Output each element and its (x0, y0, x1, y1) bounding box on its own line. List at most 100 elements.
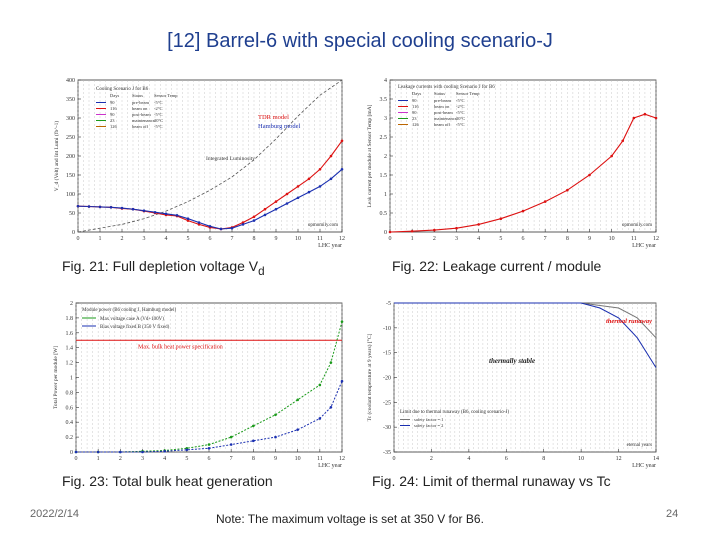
x-tick-label: 2 (433, 236, 436, 242)
point-hamburg (164, 212, 168, 216)
y-tick-label: 3 (384, 116, 387, 122)
point-hamburg (219, 227, 223, 231)
point-case-b (340, 379, 344, 383)
legend-cell: safety factor = 2 (414, 423, 443, 428)
x-axis-label: LHC year (318, 243, 342, 249)
point-hamburg (241, 223, 245, 226)
point-leakage (499, 217, 503, 220)
x-tick-label: 12 (653, 236, 659, 242)
x-tick-label: 6 (505, 456, 508, 462)
x-tick-label: 11 (317, 456, 323, 462)
y-tick-label: 2.5 (380, 135, 388, 141)
x-tick-label: 9 (588, 236, 591, 242)
legend-chart3: Limit due to thermal runaway (B6, coolin… (400, 410, 509, 428)
chart-full-depletion-voltage: 0 1 2 3 4 5 6 7 8 9 10 11 12050100150200250300350400… (53, 78, 345, 249)
point-hamburg (340, 168, 344, 171)
point-hamburg (296, 196, 300, 200)
y-tick-label: -20 (383, 376, 391, 382)
x-tick-label: 11 (317, 236, 323, 242)
legend-cell: -5°C (456, 98, 465, 103)
point-case-b (163, 449, 166, 453)
point-hamburg (252, 219, 256, 222)
point-leakage (543, 200, 547, 203)
x-tick-label: 8 (542, 456, 545, 462)
y-tick-label: -5 (386, 301, 391, 307)
legend-cell: pre-beam (434, 98, 451, 103)
legend-cell: post-beam (132, 112, 151, 117)
y-tick-label: 0 (384, 230, 387, 236)
y-tick-label: 50 (69, 211, 75, 217)
label-eternal-years: eternal years (627, 443, 652, 448)
legend-title: Cooling Scenario J for B6 (96, 87, 149, 92)
x-tick-label: 0 (393, 456, 396, 462)
point-case-a (318, 383, 322, 387)
x-tick-label: 2 (430, 456, 433, 462)
legend-cell: -5°C (154, 112, 163, 117)
point-leakage (521, 209, 525, 213)
x-tick-label: 0 (77, 236, 80, 242)
x-tick-label: 0 (75, 456, 78, 462)
legend-cell: 126 (110, 124, 118, 129)
legend-cell: safety factor = 1 (414, 417, 443, 422)
point-hamburg (153, 210, 157, 214)
legend-cell: 20°C (154, 118, 163, 123)
y-tick-label: 2 (70, 301, 73, 307)
legend-cell: beam on (434, 104, 450, 109)
x-tick-label: 10 (609, 236, 615, 242)
legend-cell: beam on (132, 106, 148, 111)
point-hamburg (98, 205, 102, 209)
legend-cell: pre-beam (132, 100, 149, 105)
series-case-b (76, 381, 343, 453)
x-tick-label: 5 (185, 456, 188, 462)
point-case-b (119, 450, 122, 454)
caption-fig21-sub: d (258, 264, 265, 278)
legend-cell: 90 (412, 98, 417, 103)
x-tick-label: 9 (274, 456, 277, 462)
legend-cell: -5°C (154, 100, 163, 105)
page-number: 24 (666, 508, 679, 520)
x-tick-label: 10 (578, 456, 584, 462)
point-hamburg (76, 204, 80, 208)
legend-cell: 90 (110, 100, 115, 105)
watermark: opmomily.com (308, 223, 338, 228)
legend-head: Days (110, 93, 119, 98)
x-tick-label: 7 (231, 236, 234, 242)
legend-head: Status (132, 93, 143, 98)
x-tick-label: 14 (653, 456, 659, 462)
caption-fig21: Fig. 21: Full depletion voltage Vd (62, 258, 265, 278)
x-tick-label: 2 (121, 236, 124, 242)
legend-cell: maintenance (434, 116, 457, 121)
caption-fig21-text: Fig. 21: Full depletion voltage V (62, 258, 259, 274)
x-axis-label: LHC year (318, 463, 342, 469)
x-tick-label: 1 (99, 236, 102, 242)
point-hamburg (263, 213, 267, 217)
x-axis-label: LHC year (632, 243, 656, 249)
plot-frame (393, 302, 657, 453)
y-tick-label: 0.2 (66, 435, 74, 441)
x-tick-label: 5 (187, 236, 190, 242)
point-case-b (274, 435, 277, 439)
point-case-a (207, 443, 211, 446)
x-tick-label: 12 (339, 456, 345, 462)
legend-case-b: Bias voltage fixed B (350 V fixed) (100, 325, 170, 330)
x-tick-label: 8 (253, 236, 256, 242)
legend-title: Leakage currents with cooling Scenario J… (398, 85, 495, 90)
label-thermal-runaway: thermal runaway (606, 318, 652, 325)
series-safety-2 (394, 302, 657, 368)
x-tick-label: 3 (141, 456, 144, 462)
legend-chart2: Module power (B6 cooling J, Hamburg mode… (82, 308, 177, 330)
y-axis-label: Leak current per module at Sensor Temp [… (367, 104, 373, 207)
point-leakage (643, 112, 647, 116)
point-leakage (566, 188, 569, 192)
point-case-b (96, 450, 100, 454)
x-tick-label: 10 (295, 456, 301, 462)
footer-note: Note: The maximum voltage is set at 350 … (216, 512, 484, 526)
point-leakage (477, 223, 480, 226)
point-leakage (410, 229, 414, 233)
y-axis-label: V_d (Volt) and Int Lumi (fb^-1) (53, 121, 60, 192)
point-tdr (274, 200, 278, 203)
label-tdr-model: TDR model (258, 114, 289, 121)
y-tick-label: -25 (383, 400, 391, 406)
legend-cell: -5°C (456, 122, 465, 127)
